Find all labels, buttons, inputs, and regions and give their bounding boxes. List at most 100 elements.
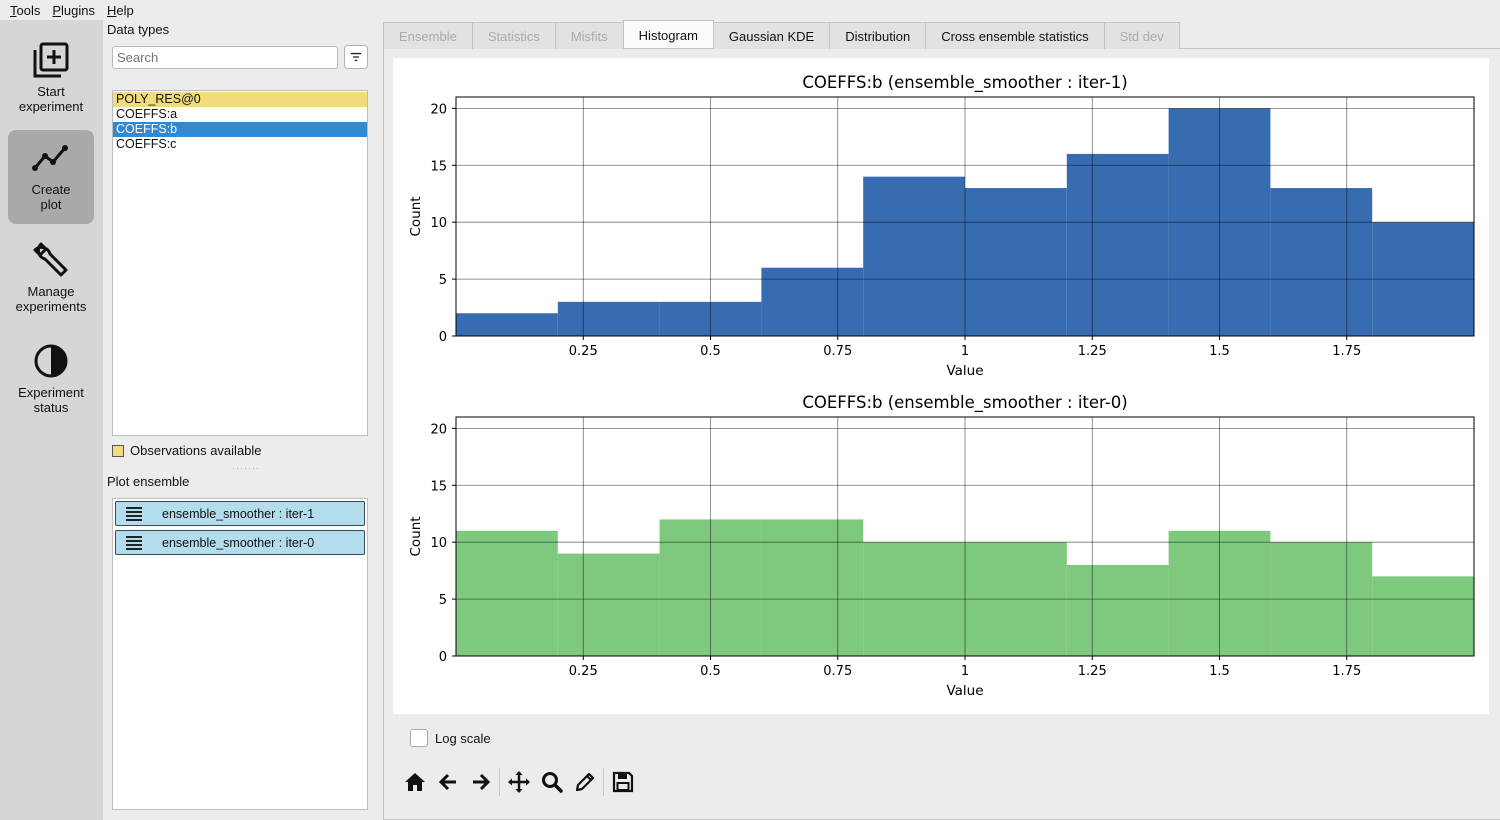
chart1-xtick-label-5: 1.5 — [1209, 664, 1230, 679]
chart1-bar-9 — [1372, 576, 1474, 656]
list-item[interactable]: COEFFS:b — [113, 122, 367, 137]
chart0-xtick-label-0: 0.25 — [569, 344, 598, 359]
chart0-bar-5 — [965, 188, 1067, 336]
observations-swatch — [112, 444, 124, 457]
tab-cross-ensemble-statistics[interactable]: Cross ensemble statistics — [925, 22, 1105, 49]
chart0-ytick-label-1: 5 — [439, 273, 447, 288]
tab-ensemble[interactable]: Ensemble — [383, 22, 473, 49]
chart0-ytick-label-0: 0 — [439, 330, 447, 345]
save-button[interactable] — [606, 766, 639, 798]
observations-legend: Observations available — [112, 443, 262, 458]
chart1-title: COEFFS:b (ensemble_smoother : iter-0) — [802, 393, 1127, 413]
search-input[interactable] — [112, 46, 338, 69]
chart1-ytick-label-2: 10 — [430, 536, 447, 551]
tab-misfits[interactable]: Misfits — [554, 22, 624, 49]
tab-statistics[interactable]: Statistics — [471, 22, 556, 49]
edit-icon — [575, 772, 594, 792]
plot-tabs: Ensemble Statistics Misfits Histogram Ga… — [383, 20, 1180, 49]
chart1-ytick-label-4: 20 — [430, 422, 447, 437]
create-plot-button[interactable]: Create plot — [8, 130, 94, 224]
chart0-ylabel: Count — [408, 196, 424, 236]
chart0-xtick-label-3: 1 — [961, 344, 969, 359]
chart0-xtick-label-4: 1.25 — [1078, 344, 1107, 359]
checkbox-box[interactable] — [410, 729, 428, 747]
list-item[interactable]: COEFFS:a — [116, 107, 178, 121]
chart1-bar-3 — [761, 519, 864, 656]
list-item[interactable]: COEFFS:c — [116, 137, 177, 151]
chart1-xtick-label-6: 1.75 — [1332, 664, 1361, 679]
zoom-button[interactable] — [535, 766, 568, 798]
start-experiment-button[interactable]: Start experiment — [8, 32, 94, 126]
toolbar-separator — [603, 768, 604, 796]
pan-button[interactable] — [502, 766, 535, 798]
chart0-xtick-label-5: 1.5 — [1209, 344, 1230, 359]
chart0-xtick-label-1: 0.5 — [700, 344, 721, 359]
log-scale-checkbox[interactable]: Log scale — [410, 729, 491, 747]
chart0-ytick-label-3: 15 — [430, 159, 447, 174]
wrench-icon — [33, 242, 68, 277]
chart1-xtick-label-4: 1.25 — [1078, 664, 1107, 679]
chart1-bar-6 — [1066, 564, 1169, 656]
filter-icon — [350, 52, 362, 62]
filter-button[interactable] — [344, 45, 368, 69]
drag-handle-icon[interactable] — [126, 534, 142, 552]
chart1-bar-0 — [456, 530, 558, 656]
chart0-ytick-label-4: 20 — [430, 102, 447, 117]
chart1-xtick-label-0: 0.25 — [569, 664, 598, 679]
chart0-xtick-label-6: 1.75 — [1332, 344, 1361, 359]
back-arrow-icon — [438, 773, 456, 791]
tab-histogram[interactable]: Histogram — [622, 20, 714, 48]
chart1-xtick-label-2: 0.75 — [823, 664, 852, 679]
menu-help[interactable]: Help — [107, 2, 134, 18]
plot-ensemble-title: Plot ensemble — [107, 474, 190, 489]
zoom-icon — [541, 772, 563, 793]
menu-plugins[interactable]: Plugins — [52, 2, 95, 18]
experiment-status-button[interactable]: Experiment status — [8, 333, 94, 427]
sidebar: Start experiment Create plot Manage expe… — [0, 20, 103, 820]
home-icon — [404, 773, 425, 791]
ensemble-item-iter-0[interactable]: ensemble_smoother : iter-0 — [115, 530, 365, 555]
menu-bar: Tools Plugins Help — [0, 0, 1500, 20]
chart0-xtick-label-2: 0.75 — [823, 344, 852, 359]
save-icon — [612, 771, 633, 793]
chart0-bar-4 — [863, 176, 965, 336]
line-chart-icon — [32, 145, 68, 171]
chart0-xlabel: Value — [946, 363, 983, 379]
chart0-bar-8 — [1270, 188, 1373, 336]
chart1-xtick-label-1: 0.5 — [700, 664, 721, 679]
histogram-charts: 0.25 0.5 0.75 1 1.25 1.5 1.7505101520COEFFS:b … — [408, 73, 1475, 699]
drag-handle-icon[interactable] — [126, 505, 142, 523]
chart1-ytick-label-0: 0 — [439, 650, 447, 665]
home-button[interactable] — [398, 766, 431, 798]
plot-ensemble-list[interactable]: ensemble_smoother : iter-1 ensemble_smoo… — [112, 498, 368, 810]
forward-button[interactable] — [464, 766, 497, 798]
tab-gaussian-kde[interactable]: Gaussian KDE — [712, 22, 831, 49]
contrast-icon — [34, 344, 68, 378]
manage-experiments-button[interactable]: Manage experiments — [8, 232, 94, 326]
toolbar-separator — [499, 768, 500, 796]
chart1-bar-1 — [557, 553, 660, 656]
tab-std-dev[interactable]: Std dev — [1103, 22, 1180, 49]
edit-button[interactable] — [568, 766, 601, 798]
menu-tools[interactable]: Tools — [10, 2, 41, 18]
chart1-ylabel: Count — [408, 516, 424, 556]
chart0-bar-0 — [456, 313, 558, 336]
data-types-list[interactable]: POLY_RES@0 COEFFS:a COEFFS:b COEFFS:c — [112, 90, 368, 436]
add-box-icon — [33, 42, 69, 78]
tab-distribution[interactable]: Distribution — [829, 22, 927, 49]
data-types-title: Data types — [107, 22, 170, 37]
chart0-bar-3 — [761, 267, 864, 336]
chart0-title: COEFFS:b (ensemble_smoother : iter-1) — [802, 73, 1127, 93]
plot-toolbar — [398, 766, 639, 798]
ensemble-item-iter-1[interactable]: ensemble_smoother : iter-1 — [115, 501, 365, 526]
chart1-xlabel: Value — [946, 683, 983, 699]
back-button[interactable] — [431, 766, 464, 798]
chart1-ytick-label-3: 15 — [430, 479, 447, 494]
pan-icon — [507, 771, 530, 793]
splitter-handle[interactable]: ······· — [232, 463, 260, 473]
list-item[interactable]: POLY_RES@0 — [113, 92, 367, 107]
chart1-ytick-label-1: 5 — [439, 593, 447, 608]
histogram-figure[interactable]: 0.25 0.5 0.75 1 1.25 1.5 1.75 0 5 10 15 20 COEFFS:b … — [393, 58, 1489, 714]
chart1-xtick-label-3: 1 — [961, 664, 969, 679]
chart0-bar-1 — [557, 301, 660, 336]
